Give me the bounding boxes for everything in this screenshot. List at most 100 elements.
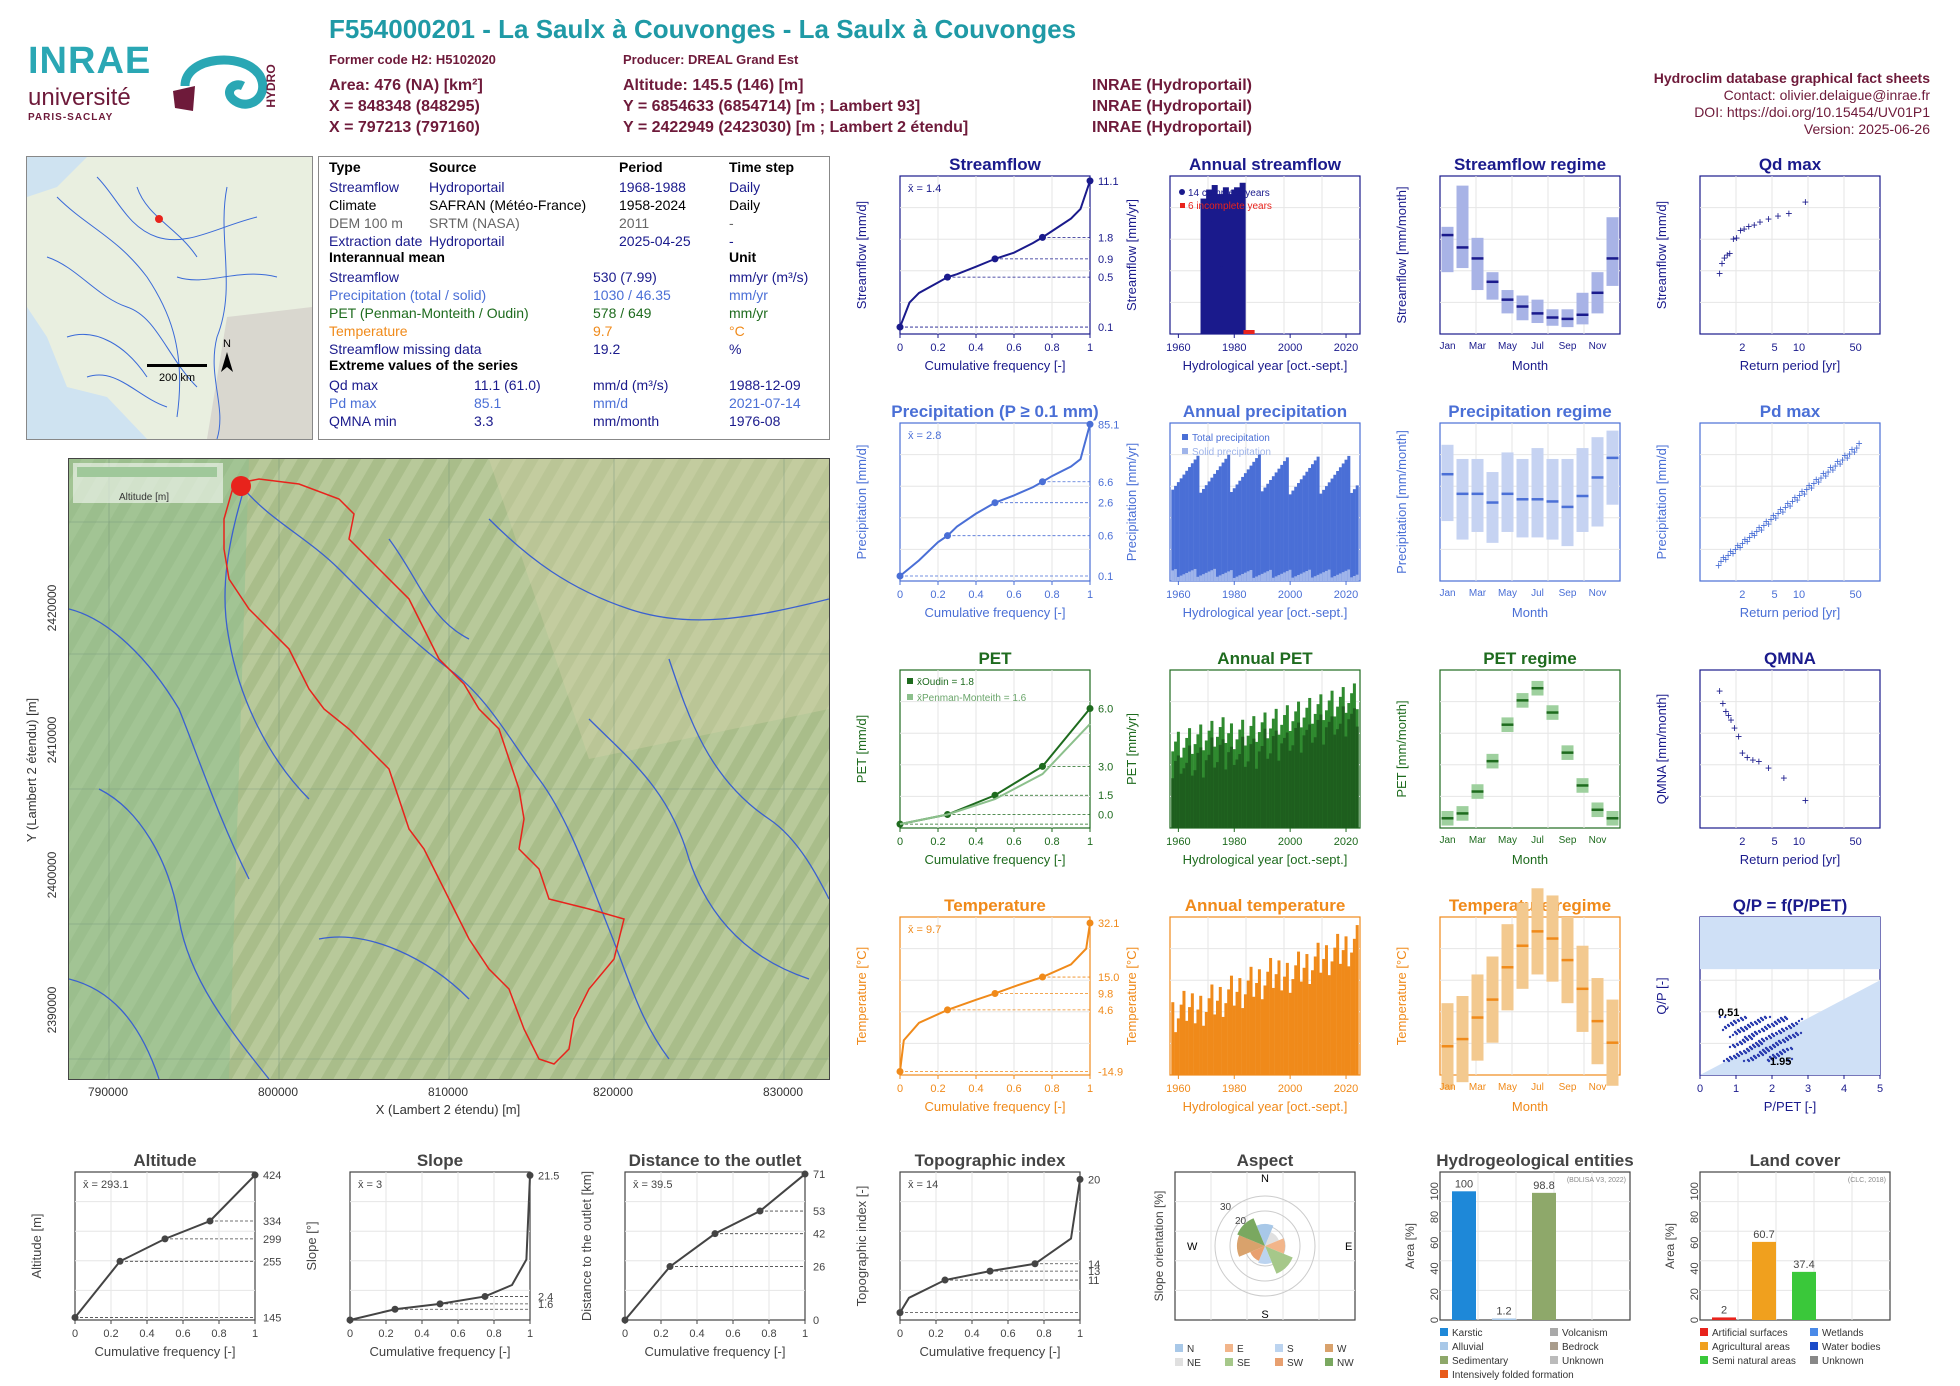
- qp-point: [1741, 1018, 1745, 1022]
- extreme-row: mm/d (m³/s): [593, 377, 669, 393]
- landcover-chart-legend: Unknown: [1822, 1356, 1864, 1367]
- pet-regime-chart: PET regime Month PET [mm/month] Jan Mar May Ju…: [1394, 649, 1621, 867]
- x-tick: 0.2: [378, 1328, 393, 1340]
- qp-point: [1727, 1024, 1731, 1028]
- qd-max-chart-point: +: [1745, 219, 1752, 233]
- svg-text:N: N: [1261, 1173, 1269, 1185]
- qp-point: [1740, 1042, 1744, 1046]
- distance-chart-right-label: 53: [813, 1206, 825, 1218]
- qp-point: [1762, 1039, 1766, 1043]
- temperature-chart-xlabel: Cumulative frequency [-]: [925, 1099, 1066, 1114]
- qp-point: [1718, 1015, 1722, 1019]
- svg-text:E: E: [1345, 1241, 1352, 1253]
- qp-point: [1799, 1031, 1803, 1035]
- mean-row: mm/yr: [729, 287, 768, 303]
- qmna-chart: QMNA Return period [yr] QMNA [mm/month] 2 5 1…: [1654, 649, 1881, 867]
- qmna-chart-point: +: [1744, 750, 1751, 764]
- qp-point: [1765, 1037, 1769, 1041]
- x-tick: 0: [897, 1328, 903, 1340]
- slope-chart-right-label: 2.4: [538, 1291, 553, 1303]
- qd-max-chart-xlabel: Return period [yr]: [1740, 358, 1840, 373]
- qp-point: [1777, 1019, 1781, 1023]
- streamflow-chart-right-label: 11.1: [1098, 176, 1119, 188]
- month-tick: Jul: [1531, 1082, 1544, 1093]
- month-tick: Jan: [1439, 835, 1455, 846]
- qp-chart: Q/P = f(P/PET) P/PET [-] Q/P [-] 0 1 2 3 4 5 0.51…: [1654, 896, 1883, 1114]
- landcover-chart-bar: [1752, 1241, 1776, 1320]
- pd-max-chart-point: +: [1813, 473, 1820, 487]
- annual-pet-chart-xlabel: Hydrological year [oct.-sept.]: [1183, 852, 1348, 867]
- annual-precipitation-chart-ylabel: Precipitation [mm/yr]: [1124, 443, 1139, 561]
- precipitation-chart-right-label: 0.6: [1098, 531, 1113, 543]
- pet-chart-right-label: 1.5: [1098, 790, 1113, 802]
- pd-max-chart-point: +: [1725, 549, 1732, 563]
- extreme-row: mm/d: [593, 395, 628, 411]
- catchment-map-svg: Altitude [m]: [69, 459, 829, 1079]
- qd-max-chart-point: +: [1802, 195, 1809, 209]
- annual-precip-bar: [1235, 484, 1239, 581]
- month-tick: Jul: [1531, 588, 1544, 599]
- precipitation-regime-chart-xlabel: Month: [1512, 605, 1548, 620]
- annual-temp-bar: [1196, 1009, 1200, 1075]
- annual-temp-bar: [1174, 1032, 1178, 1075]
- annual-precip-bar: [1285, 457, 1289, 581]
- mean-row: mm/yr: [729, 305, 768, 321]
- pet-chart-right-label: 6.0: [1098, 704, 1113, 716]
- annual-precip-bar: [1252, 461, 1256, 581]
- pd-max-chart-point: +: [1827, 461, 1834, 475]
- month-tick: Mar: [1469, 1082, 1487, 1093]
- x-tick: 2020: [1334, 589, 1358, 601]
- landcover-chart-legend: Agricultural areas: [1712, 1342, 1790, 1353]
- topographic-index-chart-right-label: 20: [1088, 1174, 1100, 1186]
- pd-max-chart-point: +: [1810, 477, 1817, 491]
- topographic-index-chart-mean: x̄ = 14: [908, 1179, 938, 1191]
- qp-point: [1738, 1030, 1742, 1034]
- x-tick: 2: [1739, 836, 1745, 848]
- annual-streamflow-bar: [1217, 194, 1224, 334]
- qp-point: [1759, 1041, 1763, 1045]
- annual-temp-bar: [1213, 1014, 1217, 1075]
- annual-pet-chart: Annual PET Hydrological year [oct.-sept.]…: [1124, 649, 1361, 867]
- qmna-chart-point: +: [1716, 684, 1723, 698]
- temperature-chart-right-label: 15.0: [1098, 972, 1119, 984]
- annual-temp-bar: [1274, 974, 1278, 1075]
- annual-precip-bar: [1221, 462, 1225, 581]
- qd-max-chart-point: +: [1751, 218, 1758, 232]
- annual-temp-bar: [1185, 1020, 1189, 1075]
- paris-saclay-logo: PARIS-SACLAY: [28, 112, 114, 123]
- annual-precip-bar: [1241, 476, 1245, 581]
- qp-point: [1785, 1027, 1789, 1031]
- hydrogeo-chart-legend: Unknown: [1562, 1356, 1604, 1367]
- pd-max-chart-point: +: [1829, 463, 1836, 477]
- x-tick: 0.8: [211, 1328, 226, 1340]
- qmna-chart-point: +: [1731, 721, 1738, 735]
- qp-point: [1735, 1032, 1739, 1036]
- x-tick: 1: [802, 1328, 808, 1340]
- x-tick: 2000: [1278, 589, 1302, 601]
- x-tick: 1980: [1222, 589, 1246, 601]
- annual-precip-bar: [1347, 455, 1351, 581]
- y-tick: 80: [1689, 1211, 1701, 1223]
- x-tick: 5: [1772, 836, 1778, 848]
- streamflow-regime-chart-box: [1456, 185, 1469, 269]
- annual-temp-bar: [1313, 956, 1317, 1075]
- x-tick: 0.8: [761, 1328, 776, 1340]
- x-tick: 1: [1087, 589, 1093, 601]
- x-lambert2: X = 797213 (797160): [329, 119, 480, 136]
- pd-max-chart-point: +: [1803, 483, 1810, 497]
- x-tick: 1960: [1166, 836, 1190, 848]
- aspect-sector: [1237, 1235, 1265, 1257]
- info-row: Climate: [329, 197, 377, 213]
- aspect-legend: NW: [1337, 1358, 1354, 1369]
- annual-precip-bar: [1305, 471, 1309, 581]
- annual-temp-bar: [1322, 958, 1326, 1075]
- extreme-header: Extreme values of the series: [329, 357, 519, 373]
- annual-temperature-chart-title: Annual temperature: [1185, 896, 1346, 915]
- qp-v1: 0.51: [1718, 1007, 1739, 1019]
- landcover-chart-legend: Water bodies: [1822, 1342, 1881, 1353]
- mean-row: 578 / 649: [593, 305, 652, 321]
- month-tick: Nov: [1589, 1082, 1607, 1093]
- annual-precipitation-chart: Annual precipitation Hydrological year [o…: [1124, 402, 1361, 620]
- qd-max-chart-point: +: [1785, 206, 1792, 220]
- mean-row: Precipitation (total / solid): [329, 287, 487, 303]
